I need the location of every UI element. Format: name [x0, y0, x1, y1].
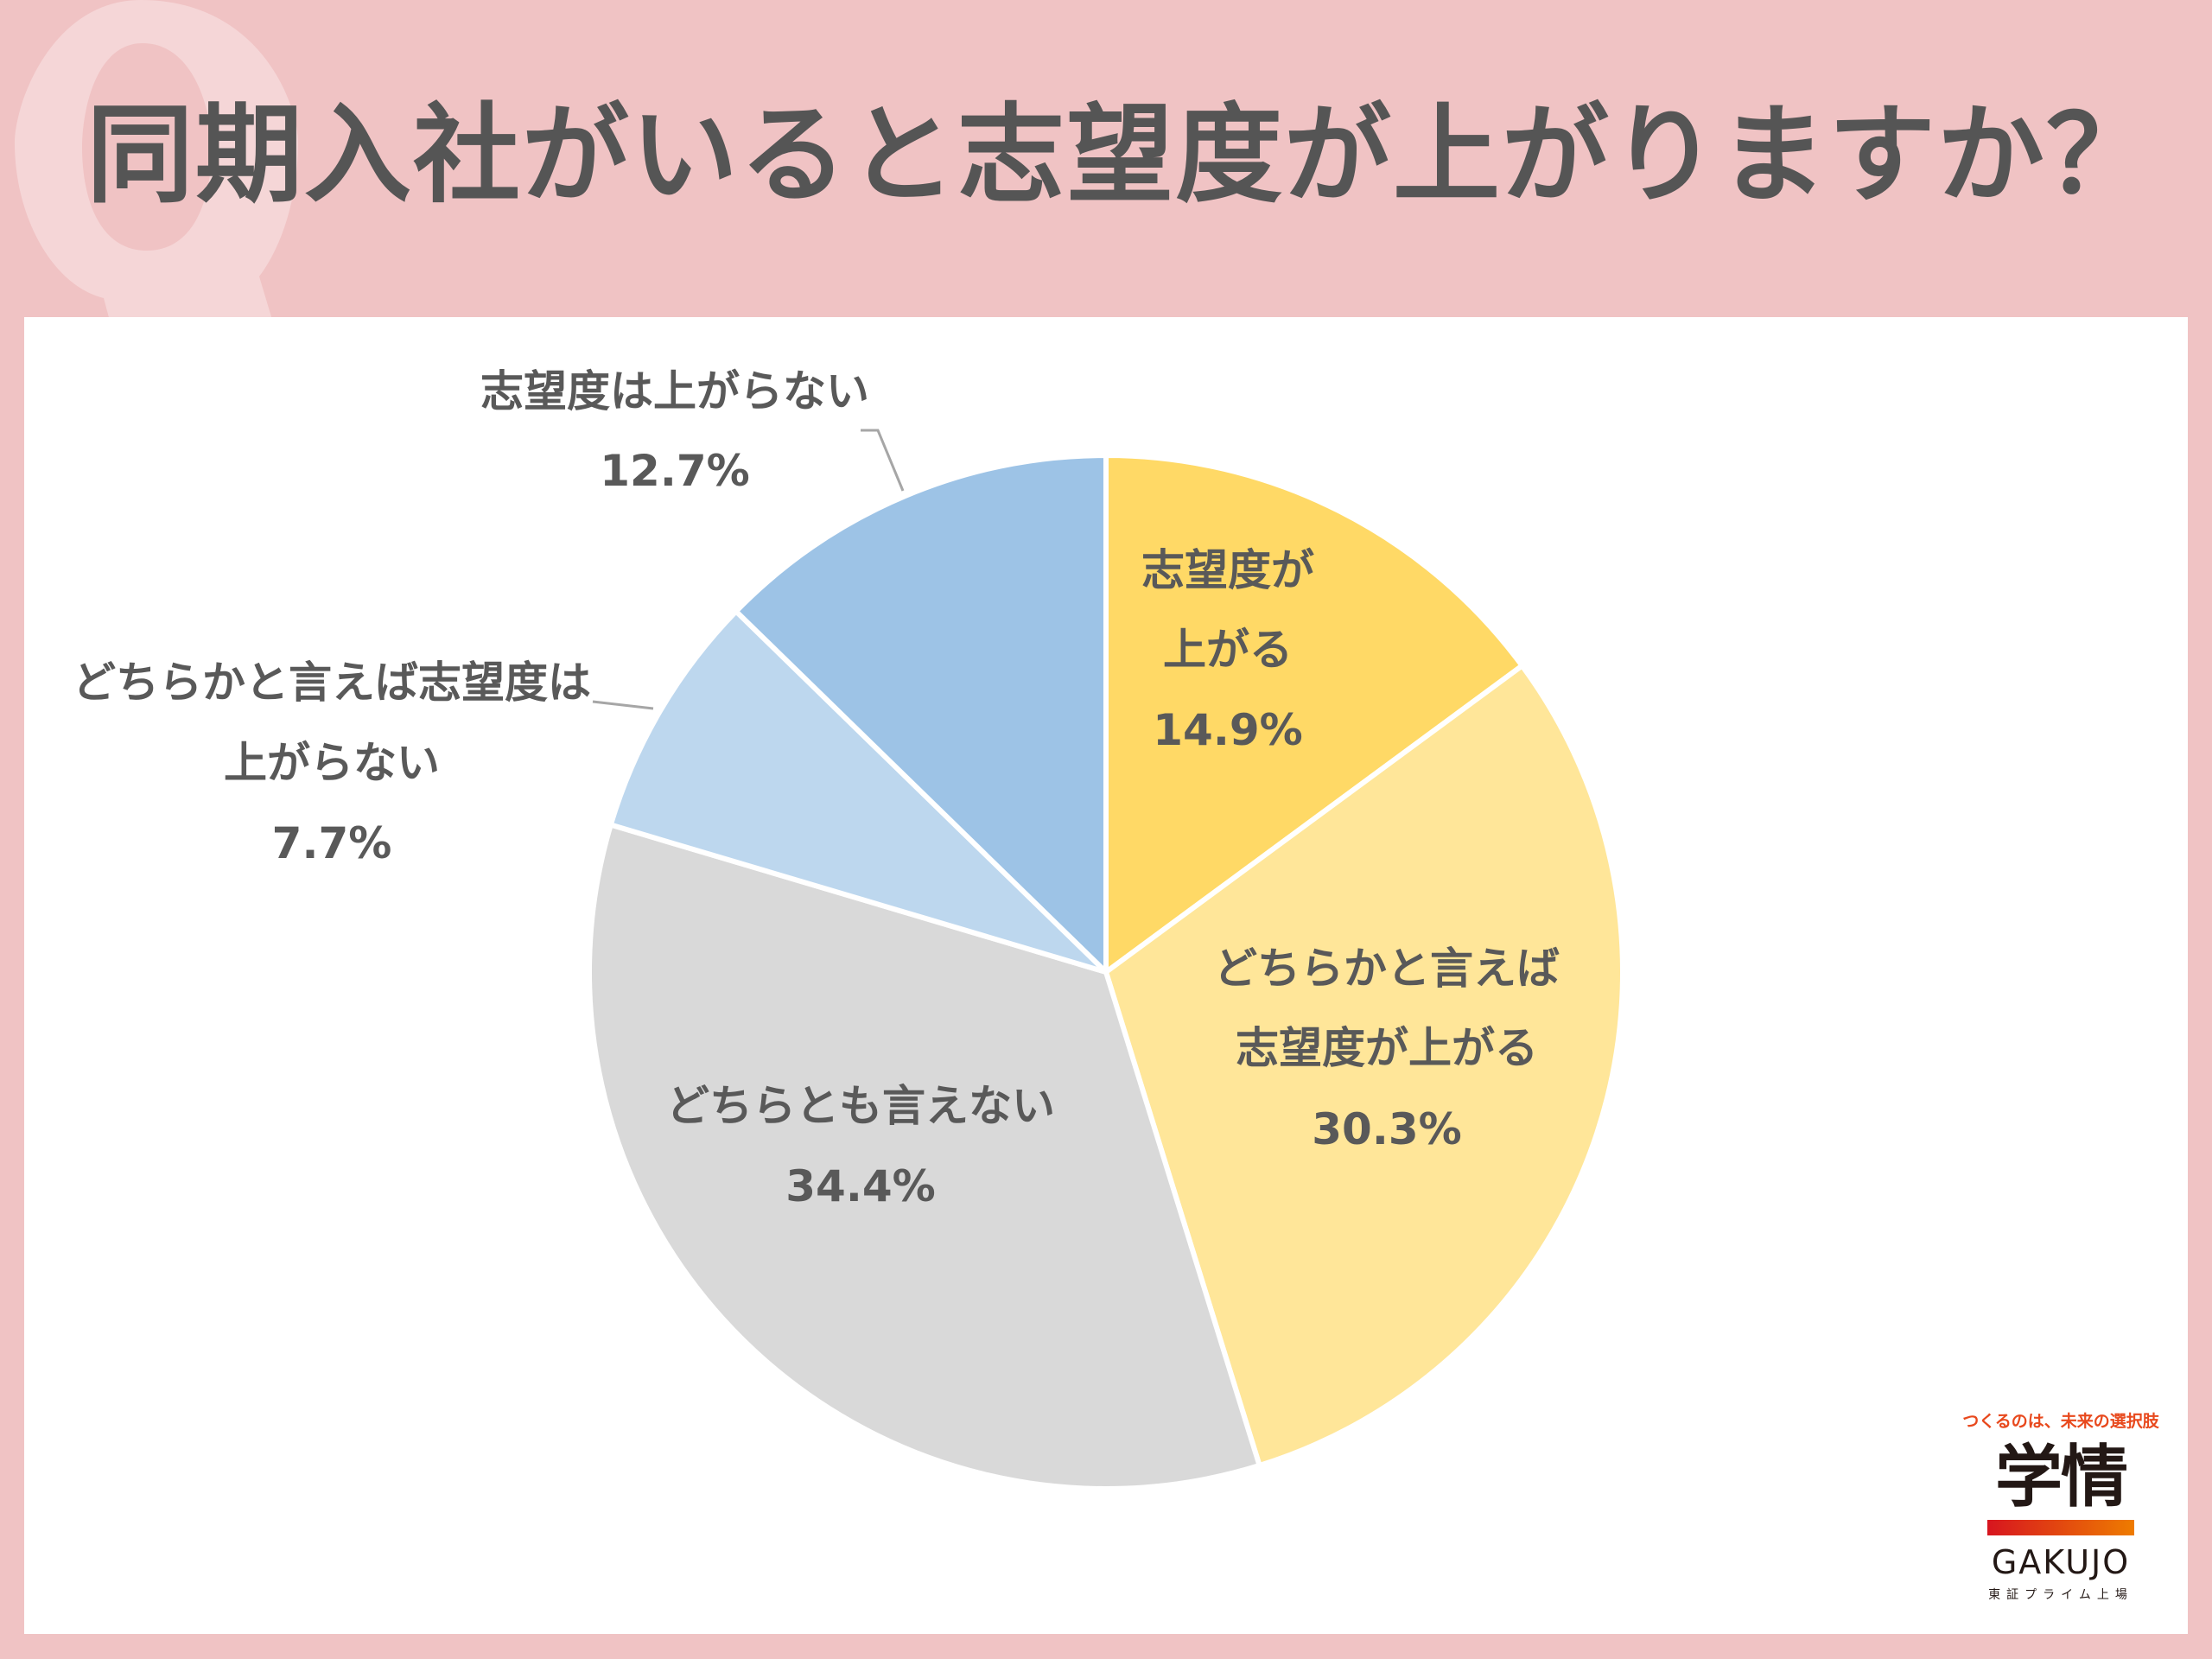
logo-bar — [1987, 1520, 2134, 1535]
pie-slice-1 — [1103, 663, 1625, 1469]
slice-value-label: 30.3% — [1312, 1104, 1461, 1154]
slice-value-label: 12.7% — [600, 446, 749, 496]
leader-line-7-7 — [592, 700, 654, 710]
leader-line-12-7 — [861, 429, 905, 492]
pie-slice-3 — [607, 608, 1109, 975]
slice-label: どちらかと言えば志望度は — [73, 658, 591, 708]
pie-slice-4 — [733, 453, 1109, 975]
slice-value-label: 34.4% — [785, 1161, 935, 1211]
logo-tagline: つくるのは、未来の選択肢 — [1962, 1412, 2159, 1431]
logo-listing: 東証プライム上場 — [1988, 1588, 2133, 1602]
slice-label: 志望度が上がる — [1236, 1023, 1538, 1073]
gakujo-logo: つくるのは、未来の選択肢 学情 GAKUJO 東証プライム上場 — [1953, 1408, 2169, 1616]
logo-name-en: GAKUJO — [1991, 1543, 2131, 1581]
slice-value-label: 14.9% — [1153, 705, 1302, 755]
page-title: 同期入社がいると志望度が上がりますか？ — [86, 93, 2156, 218]
slice-label: どちらかと言えば — [1214, 944, 1560, 994]
slice-label: 上がる — [1163, 625, 1293, 675]
pie-slice-0 — [1103, 453, 1525, 975]
slice-label: 上がらない — [224, 738, 440, 788]
pie-slice-2 — [587, 822, 1262, 1491]
q-watermark-icon — [15, 0, 298, 328]
slice-label: 志望度は上がらない — [480, 366, 869, 416]
logo-name-ja: 学情 — [1994, 1439, 2128, 1516]
slice-value-label: 7.7% — [272, 818, 392, 868]
slice-label: 志望度が — [1141, 545, 1314, 595]
slice-label: どちらとも言えない — [666, 1081, 1055, 1131]
